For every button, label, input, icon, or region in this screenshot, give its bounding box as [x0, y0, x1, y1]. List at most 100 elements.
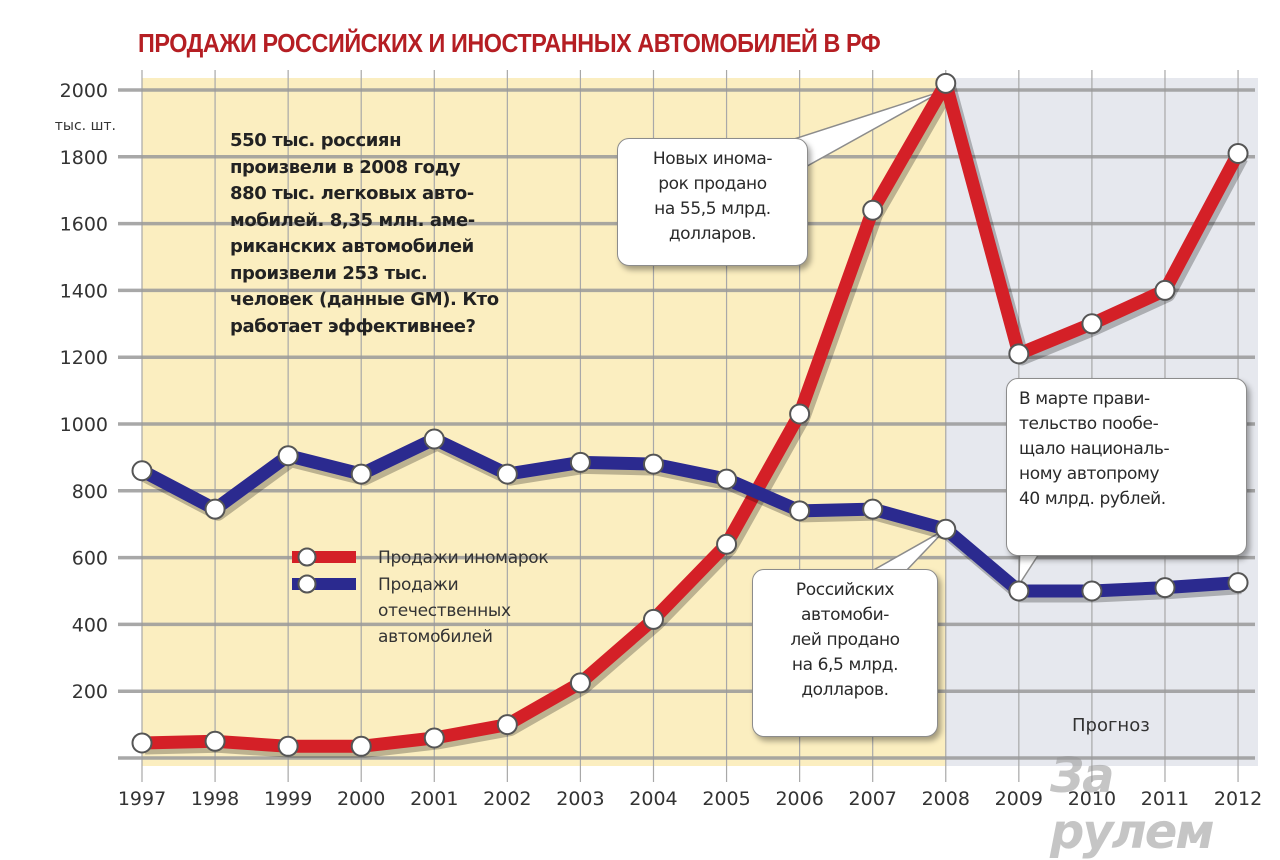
x-tick-label: 2008 — [922, 788, 970, 810]
y-unit-label: тыс. шт. — [55, 118, 116, 134]
data-point-marker — [789, 500, 811, 522]
legend-swatches — [292, 547, 356, 594]
text-line: ному автопрому — [1019, 464, 1160, 484]
data-point-marker — [935, 518, 957, 540]
x-tick-label: 2004 — [629, 788, 677, 810]
data-point-marker — [131, 460, 153, 482]
y-tick-label: 400 — [72, 614, 108, 636]
text-line: риканских автомобилей — [230, 236, 474, 257]
data-point-marker — [935, 72, 957, 94]
data-point-marker — [642, 608, 664, 630]
callout-government-2009: В марте прави-тельство пообе-щало национ… — [1006, 378, 1247, 556]
x-tick-label: 2006 — [775, 788, 823, 810]
data-point-marker — [716, 468, 738, 490]
data-point-marker — [204, 730, 226, 752]
series-line-domestic — [135, 432, 1245, 598]
data-point-marker — [716, 533, 738, 555]
x-tick-label: 2000 — [337, 788, 385, 810]
data-point-marker — [423, 727, 445, 749]
data-point-marker — [642, 453, 664, 475]
legend-label-domestic: Продажи отечественных автомобилей — [378, 572, 511, 650]
text-line: отечественных — [378, 601, 511, 621]
data-point-marker — [862, 498, 884, 520]
text-line: 550 тыс. россиян — [230, 130, 402, 151]
x-tick-label: 1998 — [191, 788, 239, 810]
data-point-marker — [569, 451, 591, 473]
chart-title: ПРОДАЖИ РОССИЙСКИХ И ИНОСТРАННЫХ АВТОМОБ… — [138, 28, 881, 58]
data-point-marker — [277, 735, 299, 757]
x-tick-label: 2003 — [556, 788, 604, 810]
data-point-marker — [1154, 577, 1176, 599]
data-point-marker — [1081, 580, 1103, 602]
x-axis: 1997 1998 1999 2000 2001 2002 2003 2004 2005 2006… — [118, 788, 1262, 810]
text-line: произвели 253 тыс. — [230, 262, 428, 284]
legend-label-foreign: Продажи иномарок — [378, 548, 549, 568]
x-tick-label: 2005 — [702, 788, 750, 810]
data-point-marker — [1081, 313, 1103, 335]
text-line: 880 тыс. легковых авто- — [230, 183, 474, 204]
data-point-marker — [1227, 142, 1249, 164]
data-point-marker — [1154, 279, 1176, 301]
data-point-marker — [496, 463, 518, 485]
text-line: щало националь- — [1019, 439, 1170, 459]
x-tick-label: 2012 — [1214, 788, 1262, 810]
x-tick-label: 2011 — [1141, 788, 1189, 810]
data-point-marker — [789, 403, 811, 425]
y-tick-label: 1000 — [60, 414, 108, 436]
y-tick-label: 1200 — [60, 347, 108, 369]
callout-domestic-2008: Российских автомоби-лей продано на 6,5 млр… — [752, 569, 938, 737]
text-line: лей продано — [790, 630, 900, 650]
legend-marker — [297, 574, 317, 594]
y-tick-label: 1600 — [60, 214, 108, 236]
data-point-marker — [423, 428, 445, 450]
data-point-marker — [1008, 580, 1030, 602]
callout-foreign-2008: Новых инома-рок продано на 55,5 млрд. долл… — [617, 138, 808, 266]
text-line: автомоби- — [800, 605, 890, 625]
x-tick-label: 1999 — [264, 788, 312, 810]
y-tick-label: 600 — [72, 548, 108, 570]
text-line: автомобилей — [378, 627, 493, 647]
text-line: долларов. — [801, 680, 889, 700]
data-point-marker — [569, 672, 591, 694]
text-line: В марте прави- — [1019, 389, 1150, 409]
fact-note: 550 тыс. россиян произвели в 2008 году 880… — [230, 128, 570, 340]
data-point-marker — [1008, 343, 1030, 365]
x-tick-label: 2007 — [849, 788, 897, 810]
y-tick-label: 800 — [72, 481, 108, 503]
x-tick-label: 1997 — [118, 788, 166, 810]
x-tick-label: 2002 — [483, 788, 531, 810]
text-line: Российских — [795, 580, 895, 600]
forecast-label: Прогноз — [1072, 715, 1150, 736]
watermark: За рулем — [1050, 748, 1215, 860]
line-chart: 200 400 600 800 1000 1200 1400 1600 1800 2000 тыс.… — [55, 70, 1262, 810]
x-tick-label: 2009 — [995, 788, 1043, 810]
y-tick-label: 200 — [72, 681, 108, 703]
x-tick-label: 2001 — [410, 788, 458, 810]
text-line: работает эффективнее? — [230, 315, 476, 337]
text-line: мобилей. 8,35 млн. аме- — [230, 209, 475, 231]
data-point-marker — [204, 498, 226, 520]
text-line: долларов. — [668, 224, 757, 244]
text-line: Новых инома- — [652, 149, 773, 169]
data-point-marker — [350, 735, 372, 757]
text-line: Продажи — [378, 575, 459, 595]
text-line: произвели в 2008 году — [230, 156, 461, 178]
data-point-marker — [496, 714, 518, 736]
text-line: на 55,5 млрд. — [654, 199, 771, 219]
data-point-marker — [350, 463, 372, 485]
data-point-marker — [277, 445, 299, 467]
data-point-marker — [862, 199, 884, 221]
text-line: 40 млрд. рублей. — [1019, 489, 1166, 509]
text-line: рок продано — [658, 174, 767, 194]
text-line: тельство пообе- — [1019, 414, 1159, 434]
y-tick-label: 2000 — [60, 80, 108, 102]
data-point-marker — [1227, 572, 1249, 594]
series-lines — [131, 72, 1249, 758]
series-line-foreign — [135, 76, 1245, 753]
y-axis: 200 400 600 800 1000 1200 1400 1600 1800 2000 тыс.… — [55, 80, 116, 703]
text-line: на 6,5 млрд. — [791, 655, 899, 675]
text-line: человек (данные GM). Кто — [230, 289, 499, 310]
data-point-marker — [131, 732, 153, 754]
y-tick-label: 1800 — [60, 147, 108, 169]
y-tick-label: 1400 — [60, 280, 108, 302]
